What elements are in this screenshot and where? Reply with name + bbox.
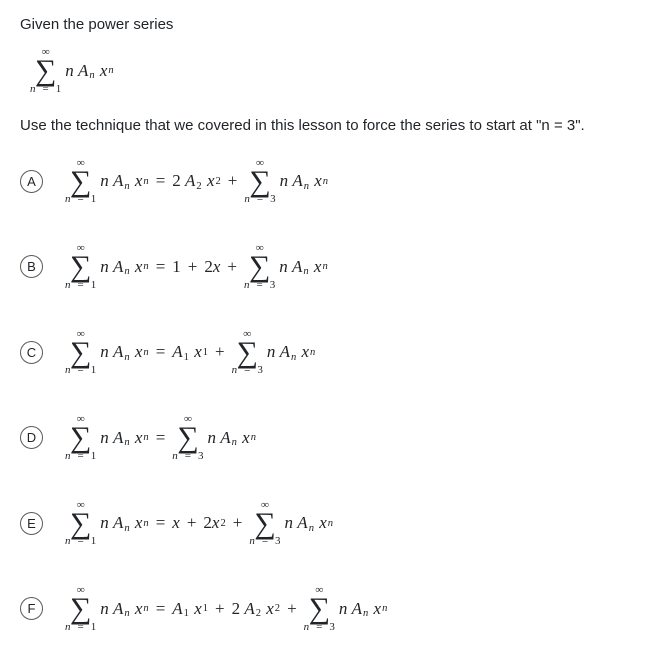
option-d-math: ∞∑n = 1 n An xn = ∞∑n = 3 n An xn (65, 414, 256, 462)
option-e-circle[interactable]: E (20, 512, 43, 535)
option-b[interactable]: B ∞∑n = 1 n An xn = 1 + 2x + ∞∑n = 3 n A… (20, 243, 640, 291)
option-e[interactable]: E ∞∑n = 1 n An xn = x + 2x2 + ∞∑n = 3 n … (20, 500, 640, 548)
option-b-math: ∞∑n = 1 n An xn = 1 + 2x + ∞∑n = 3 n An … (65, 243, 328, 291)
option-d[interactable]: D ∞∑n = 1 n An xn = ∞∑n = 3 n An xn (20, 414, 640, 462)
option-a-circle[interactable]: A (20, 170, 43, 193)
option-a[interactable]: A ∞∑n = 1 n An xn = 2 A2 x2 + ∞∑n = 3 n … (20, 158, 640, 206)
question-instruction: Use the technique that we covered in thi… (20, 117, 640, 134)
option-f-circle[interactable]: F (20, 597, 43, 620)
option-c[interactable]: C ∞∑n = 1 n An xn = A1 x1 + ∞∑n = 3 n An… (20, 329, 640, 377)
sigma-lower: n = 1 (30, 84, 61, 95)
sigma-icon: ∑ (35, 58, 56, 84)
given-series: ∞ ∑ n = 1 n An xn (30, 47, 640, 95)
question-prompt: Given the power series (20, 16, 640, 33)
sigma-block: ∞ ∑ n = 1 (30, 47, 61, 95)
option-f[interactable]: F ∞∑n = 1 n An xn = A1 x1 + 2 A2 x2 + ∞∑… (20, 585, 640, 633)
option-c-math: ∞∑n = 1 n An xn = A1 x1 + ∞∑n = 3 n An x… (65, 329, 315, 377)
option-a-math: ∞∑n = 1 n An xn = 2 A2 x2 + ∞∑n = 3 n An… (65, 158, 328, 206)
option-b-circle[interactable]: B (20, 255, 43, 278)
option-c-circle[interactable]: C (20, 341, 43, 364)
option-d-circle[interactable]: D (20, 426, 43, 449)
option-e-math: ∞∑n = 1 n An xn = x + 2x2 + ∞∑n = 3 n An… (65, 500, 333, 548)
series-body: n An xn (65, 61, 113, 81)
option-f-math: ∞∑n = 1 n An xn = A1 x1 + 2 A2 x2 + ∞∑n … (65, 585, 387, 633)
